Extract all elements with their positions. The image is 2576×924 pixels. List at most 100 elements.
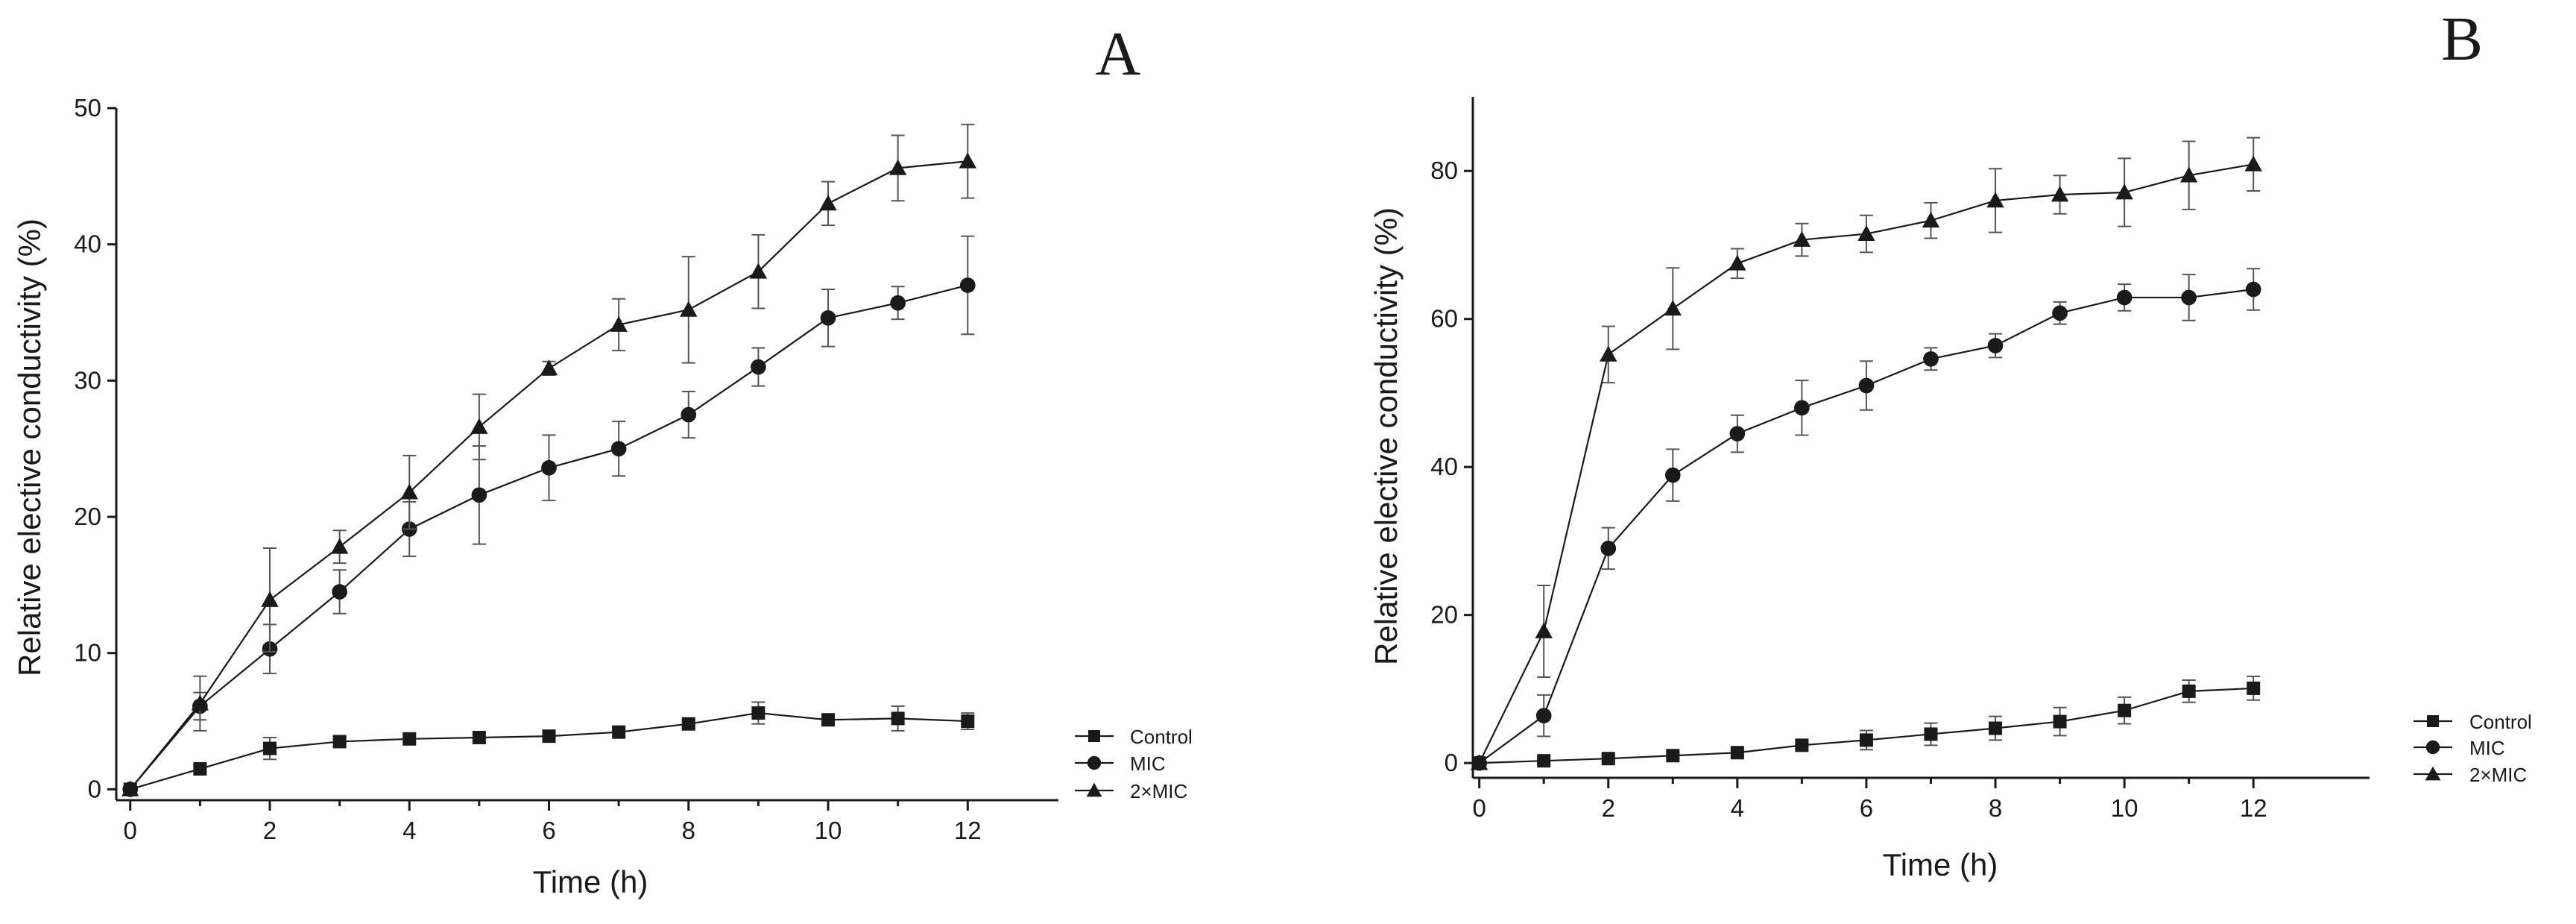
data-point	[2118, 703, 2132, 717]
data-point	[542, 729, 556, 744]
data-point	[2181, 289, 2197, 306]
data-point	[1794, 400, 1810, 416]
y-tick-label: 50	[74, 94, 101, 122]
data-point	[681, 406, 697, 423]
data-point	[2247, 681, 2261, 695]
x-tick-label: 10	[815, 817, 842, 844]
data-point	[1664, 300, 1682, 316]
data-point	[610, 315, 628, 332]
data-point	[961, 714, 975, 729]
x-tick-label: 4	[402, 817, 416, 844]
data-point	[1923, 351, 1939, 367]
y-tick-label: 20	[74, 503, 101, 530]
data-point	[1795, 738, 1809, 752]
legend-marker	[1087, 755, 1102, 770]
y-tick-label: 20	[1430, 601, 1458, 629]
series-2xmic	[1470, 136, 2262, 770]
data-point	[888, 159, 907, 175]
legend-item-mic: MIC	[1075, 752, 1166, 775]
data-point	[821, 713, 836, 727]
data-point	[1664, 467, 1681, 483]
data-point	[891, 711, 905, 726]
legend-label-control: Control	[1130, 726, 1193, 748]
panel-b-y-ticks: 0 20 40 60 80	[1430, 157, 1473, 776]
panel-a-y-axis-title: Relative elective conductivity (%)	[12, 219, 47, 676]
data-point	[1730, 746, 1744, 760]
data-point	[680, 301, 698, 317]
data-point	[1986, 192, 2004, 208]
series-control	[123, 701, 975, 796]
data-point	[262, 741, 277, 755]
x-tick-label: 10	[2111, 794, 2138, 822]
panel-label-a: A	[1096, 19, 1141, 89]
data-point	[332, 584, 347, 600]
panel-a-x-ticks: 0 2 4 6 8 10 12	[124, 800, 982, 844]
y-tick-label: 80	[1430, 157, 1458, 184]
series-mic	[1471, 268, 2261, 771]
x-tick-label: 6	[542, 817, 555, 844]
data-point	[2182, 684, 2196, 698]
data-point	[261, 591, 279, 607]
y-tick-label: 0	[1445, 749, 1458, 776]
data-point	[959, 277, 976, 293]
data-point	[1600, 541, 1617, 556]
legend-marker	[2427, 715, 2439, 727]
series-mic	[122, 235, 976, 797]
data-point	[610, 441, 627, 457]
panel-b-x-axis-title: Time (h)	[1883, 847, 1998, 882]
y-tick-label: 60	[1430, 305, 1458, 333]
legend-item-control: Control	[1075, 726, 1193, 748]
legend-marker	[1088, 730, 1100, 742]
data-point	[1989, 721, 2003, 735]
data-point	[1729, 426, 1746, 441]
x-tick-label: 2	[263, 817, 277, 844]
legend-label-mic: MIC	[1130, 752, 1166, 775]
data-point	[612, 725, 626, 739]
legend-label-2xmic: 2×MIC	[2469, 764, 2527, 786]
data-point	[471, 487, 487, 503]
x-tick-label: 0	[124, 817, 137, 844]
data-point	[2244, 155, 2262, 172]
legend-marker	[2425, 766, 2441, 781]
data-point	[1793, 230, 1811, 247]
y-tick-label: 40	[74, 230, 101, 258]
data-point	[681, 717, 695, 731]
data-point	[1535, 708, 1552, 723]
panel-a-y-ticks: 0 10 20 30 40 50	[74, 94, 116, 802]
data-point	[472, 730, 486, 744]
data-point	[751, 706, 765, 720]
panel-a-x-axis-title: Time (h)	[533, 864, 648, 899]
data-point	[400, 483, 418, 500]
data-point	[402, 732, 417, 746]
data-point	[890, 295, 906, 311]
data-point	[1987, 338, 2004, 353]
legend-item-control: Control	[2414, 711, 2532, 733]
data-point	[2115, 183, 2133, 200]
y-tick-label: 10	[74, 639, 101, 667]
data-point	[470, 418, 488, 434]
data-point	[2245, 281, 2261, 298]
data-point	[819, 195, 837, 211]
panel-b-legend: Control MIC 2×MIC	[2414, 711, 2532, 786]
data-point	[2179, 166, 2198, 183]
panel-b-plot-area	[1470, 136, 2262, 771]
data-point	[193, 761, 207, 776]
legend-marker	[2425, 740, 2440, 755]
x-tick-label: 12	[954, 817, 982, 844]
data-point	[1535, 622, 1553, 638]
legend-label-mic: MIC	[2469, 737, 2505, 759]
series-2xmic	[121, 123, 976, 796]
panel-a-legend: Control MIC 2×MIC	[1075, 726, 1193, 802]
series-line	[130, 711, 968, 791]
data-point	[749, 263, 768, 279]
data-point	[330, 538, 349, 554]
data-point	[2052, 305, 2068, 321]
chart-panel-b: B 0 20 40 60 80 0 2 4 6 8 10 12 Time (h) Relative …	[1368, 4, 2532, 882]
data-point	[1858, 377, 1875, 394]
x-tick-label: 12	[2240, 794, 2267, 822]
legend-item-2xmic: 2×MIC	[1075, 780, 1187, 802]
data-point	[540, 359, 558, 376]
data-point	[1729, 254, 1746, 271]
data-point	[1601, 752, 1615, 766]
